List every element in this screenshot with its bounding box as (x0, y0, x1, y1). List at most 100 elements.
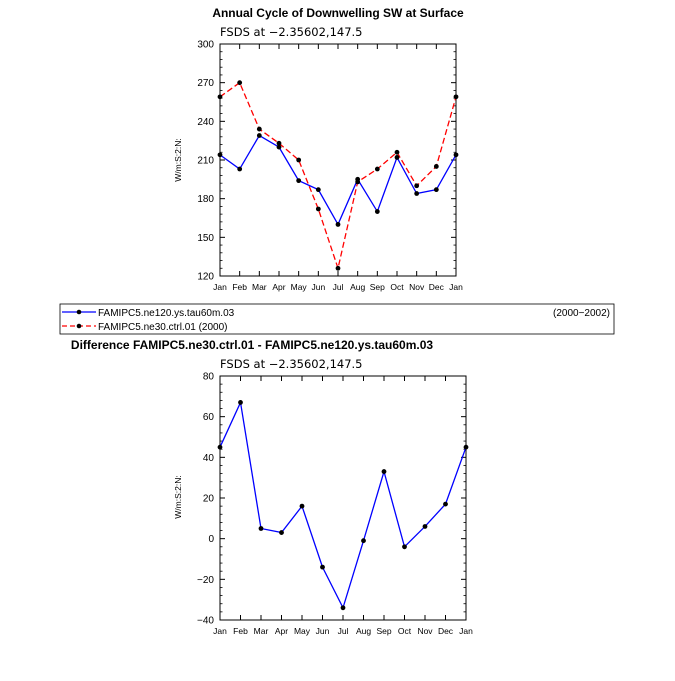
chart2-xtick-label: Jan (459, 626, 473, 636)
chart1-ytick-label: 240 (197, 117, 214, 128)
chart1-subtitle: FSDS at −2.35602,147.5 (220, 25, 363, 39)
chart2-series-0-point (258, 526, 264, 531)
chart2-xtick-label: Sep (376, 626, 391, 636)
chart1-xtick-label: Apr (272, 282, 285, 292)
chart1-xtick-label: Jun (311, 282, 325, 292)
chart1-axes: 120 150 180 210 240 270 300 Jan Feb Mar Apr May Jun J… (197, 40, 463, 293)
chart2-xtick-label: Aug (356, 626, 371, 636)
chart1-series-0-point (374, 209, 380, 214)
chart2-xtick-label: Jul (338, 626, 349, 636)
chart1-series-1-point (374, 166, 380, 172)
chart2-xtick-label: Nov (417, 626, 433, 636)
chart1-xtick-label: Nov (409, 282, 425, 292)
chart2-plot-frame (219, 375, 467, 621)
chart2-series-0-point (402, 544, 407, 550)
chart1-ylabel: W/m:S:2:N: (173, 138, 183, 181)
legend-period-ne120: (2000−2002) (553, 308, 610, 319)
chart1-series-0-point (433, 187, 439, 193)
chart1-series-1-point (414, 183, 420, 189)
chart2-xtick-label: May (294, 626, 311, 636)
chart2-xtick-label: Feb (233, 626, 248, 636)
chart2-xtick-label: Mar (254, 626, 269, 636)
chart2-title: Difference FAMIPC5.ne30.ctrl.01 - FAMIPC… (71, 338, 433, 352)
chart1-ytick-label: 150 (197, 233, 214, 244)
chart1-series-0-line (219, 134, 457, 226)
chart2-series-0-point (320, 564, 325, 570)
difference-chart: Difference FAMIPC5.ne30.ctrl.01 - FAMIPC… (71, 338, 473, 636)
chart2-series-0-line (219, 400, 467, 610)
chart1-series-0-point (217, 152, 223, 158)
chart2-xtick-label: Jun (316, 626, 330, 636)
legend-label-ne30: FAMIPC5.ne30.ctrl.01 (2000) (98, 322, 228, 333)
chart1-series (217, 80, 459, 271)
chart1-series-0-point (276, 144, 282, 150)
chart1-series-1-point (237, 80, 243, 86)
chart2-axes: −40 −20 0 20 40 60 80 Jan Feb Mar Apr May Jun Jul Aug S… (197, 372, 473, 637)
chart2-series-0-point (217, 444, 223, 450)
chart1-series-0-point (335, 222, 341, 227)
chart1-xtick-label: Oct (390, 282, 404, 292)
chart1-series-1-line (219, 81, 457, 271)
chart2-series-0-point (238, 400, 243, 405)
chart2-ytick-label: 60 (203, 412, 215, 423)
chart2-ytick-label: 40 (203, 453, 215, 464)
chart1-series-0-point (414, 191, 420, 196)
chart1-ytick-label: 270 (197, 78, 214, 89)
chart1-series-1-point (296, 157, 302, 163)
chart1-xtick-label: Sep (370, 282, 385, 292)
chart1-series-1-point (315, 206, 321, 212)
chart1-xtick-label: Jan (449, 282, 463, 292)
chart2-series-0-point (422, 524, 428, 529)
chart1-plot-frame (219, 43, 457, 277)
chart1-series-1-point (453, 94, 459, 100)
chart2-series-0-point (279, 530, 284, 535)
chart2-ytick-label: 80 (203, 372, 215, 383)
legend-label-ne120: FAMIPC5.ne120.ys.tau60m.03 (98, 308, 235, 319)
chart2-series-0-point (381, 469, 387, 474)
chart1-series-1-point (394, 149, 400, 155)
chart1-series-1-point (276, 140, 282, 146)
chart2-ytick-label: −20 (197, 575, 214, 586)
chart1-xtick-label: Aug (350, 282, 365, 292)
legend-marker-ne120 (76, 309, 82, 315)
chart1-series-0-point (237, 166, 243, 172)
chart1-series-0-point (315, 187, 321, 193)
chart2-ylabel: W/m:S:2:N: (173, 475, 183, 518)
chart1-title: Annual Cycle of Downwelling SW at Surfac… (212, 6, 464, 20)
chart1-xtick-label: Feb (232, 282, 247, 292)
chart1-ytick-label: 120 (197, 272, 214, 283)
chart1-series-0-point (394, 155, 400, 160)
chart1-series-1-point (256, 126, 262, 132)
chart2-series-0-point (361, 538, 366, 544)
chart2-subtitle: FSDS at −2.35602,147.5 (220, 357, 363, 371)
chart1-xtick-label: Mar (252, 282, 267, 292)
chart1-series-0-point (256, 133, 262, 138)
chart1-ytick-label: 210 (197, 156, 214, 167)
chart2-ytick-label: 20 (203, 494, 215, 505)
chart2-xtick-label: Dec (438, 626, 454, 636)
chart2-xtick-label: Oct (398, 626, 412, 636)
chart1-series-0-point (453, 152, 459, 158)
chart1-ytick-label: 180 (197, 194, 214, 205)
legend: FAMIPC5.ne120.ys.tau60m.03 (2000−2002) F… (59, 303, 615, 335)
legend-marker-ne30 (76, 323, 82, 329)
chart1-xtick-label: Jul (333, 282, 344, 292)
chart2-xtick-label: Jan (213, 626, 227, 636)
chart1-series-0-point (296, 178, 302, 184)
chart1-series-1-point (433, 164, 439, 169)
legend-box (59, 303, 615, 335)
chart2-series-0-point (463, 444, 469, 450)
chart2-series-0-point (443, 501, 448, 507)
chart2-xtick-label: Apr (275, 626, 288, 636)
chart2-series-0-point (340, 605, 346, 611)
chart1-xtick-label: Jan (213, 282, 227, 292)
chart1-series-1-point (355, 179, 361, 185)
chart2-series (217, 400, 469, 611)
chart1-series-1-point (217, 94, 223, 100)
chart1-series-1-point (335, 265, 341, 271)
chart2-series-0-point (299, 503, 305, 509)
chart2-ytick-label: −40 (197, 616, 214, 627)
chart2-ytick-label: 0 (208, 534, 214, 545)
chart1-ytick-label: 300 (197, 40, 214, 51)
